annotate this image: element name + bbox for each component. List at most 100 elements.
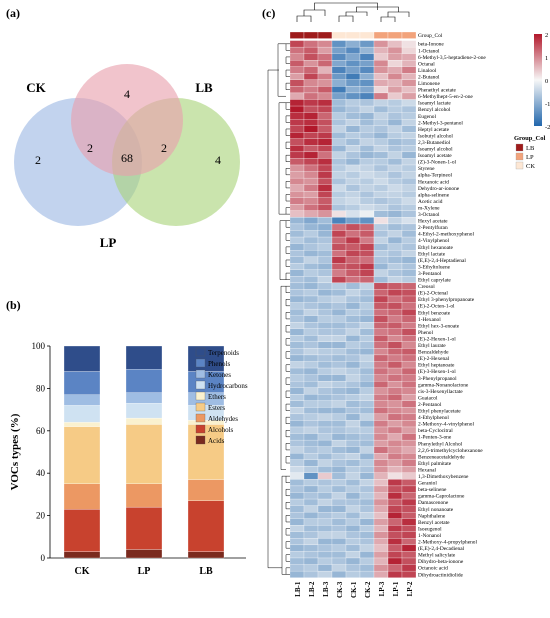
heatmap-cell xyxy=(373,119,389,126)
heatmap-cell xyxy=(303,564,319,572)
heatmap-cell xyxy=(289,557,305,565)
heatmap-cell xyxy=(303,79,319,87)
heatmap-cell xyxy=(387,453,403,460)
heatmap-cell xyxy=(401,505,417,513)
heatmap-cell xyxy=(331,420,347,428)
venn-count-all: 68 xyxy=(121,151,133,165)
heatmap-cell xyxy=(359,525,375,532)
heatmap-column-label: CK-3 xyxy=(336,581,344,598)
heatmap-cell xyxy=(317,387,333,395)
heatmap-chart: Group_Col beta-Ionone1-Octanol6-Methyl-3,… xyxy=(267,2,550,598)
heatmap-cell xyxy=(359,302,375,310)
heatmap-cell xyxy=(331,498,347,506)
heatmap-row-label: Acetic acid xyxy=(418,199,443,205)
heatmap-cell xyxy=(303,525,319,532)
heatmap-cell xyxy=(317,184,333,192)
heatmap-cell xyxy=(401,204,417,211)
heatmap-cell xyxy=(331,295,347,303)
heatmap-row-label: (E)-2-Octen-1-ol xyxy=(418,303,455,310)
heatmap-cell xyxy=(303,354,319,362)
heatmap-row-label: Linalool xyxy=(418,68,437,74)
heatmap-cell xyxy=(359,256,375,264)
heatmap-cell xyxy=(387,426,403,434)
heatmap-cell xyxy=(289,53,305,61)
heatmap-cell xyxy=(373,250,389,257)
heatmap-cell xyxy=(401,151,417,159)
heatmap-cell xyxy=(387,498,403,506)
heatmap-cell xyxy=(359,223,375,231)
heatmap-column-label: CK-1 xyxy=(350,581,358,598)
heatmap-cell xyxy=(303,315,319,323)
heatmap-cell xyxy=(317,295,333,303)
heatmap-cell xyxy=(289,191,305,198)
heatmap-cell xyxy=(387,197,403,205)
heatmap-cell xyxy=(359,466,375,473)
heatmap-cell xyxy=(373,472,389,480)
heatmap-cell xyxy=(373,164,389,172)
heatmap-cell xyxy=(317,538,333,546)
heatmap-cell xyxy=(331,132,347,139)
group-legend-swatch xyxy=(515,143,524,152)
legend-label: Ketones xyxy=(208,371,231,379)
row-dendrogram-branch xyxy=(285,430,290,438)
heatmap-cell xyxy=(345,400,361,408)
heatmap-row-label: Isoamyl acetate xyxy=(418,153,452,159)
heatmap-cell xyxy=(289,256,305,264)
heatmap-row-label: (E)-3-Hexen-1-ol xyxy=(418,368,456,375)
row-dendrogram-branch xyxy=(285,102,290,110)
heatmap-cell xyxy=(303,204,319,211)
heatmap-cell xyxy=(289,66,305,74)
heatmap-cell xyxy=(317,551,333,559)
heatmap-row-label: Isoamyl lactate xyxy=(418,101,451,107)
heatmap-column-label: LB-1 xyxy=(294,581,302,597)
heatmap-cell xyxy=(401,557,417,565)
heatmap-cell xyxy=(401,132,417,139)
heatmap-cell xyxy=(401,197,417,205)
heatmap-cell xyxy=(387,328,403,336)
row-dendrogram-branch xyxy=(285,515,290,523)
heatmap-cell xyxy=(303,269,319,277)
venn-count-lp-lb: 2 xyxy=(161,141,167,155)
heatmap-cell xyxy=(345,112,361,120)
heatmap-cell xyxy=(373,492,389,500)
heatmap-cell xyxy=(331,46,347,54)
heatmap-cell xyxy=(317,236,333,244)
heatmap-cell xyxy=(345,223,361,231)
heatmap-row-label: Damascenone xyxy=(418,500,449,506)
heatmap-cell xyxy=(303,243,319,251)
heatmap-cell xyxy=(331,223,347,231)
heatmap-cell xyxy=(387,439,403,447)
heatmap-cell xyxy=(289,538,305,546)
heatmap-cell xyxy=(289,512,305,519)
heatmap-cell xyxy=(387,557,403,565)
heatmap-cell xyxy=(373,73,389,80)
row-dendrogram-branch xyxy=(285,272,290,280)
heatmap-cell xyxy=(317,564,333,572)
heatmap-cell xyxy=(317,204,333,211)
heatmap-cell xyxy=(387,236,403,244)
heatmap-cell xyxy=(401,289,417,297)
dendrogram-branch xyxy=(338,15,354,22)
heatmap-cell xyxy=(289,282,305,290)
heatmap-cell xyxy=(387,564,403,572)
heatmap-cell xyxy=(401,295,417,303)
heatmap-row-label: 3-Pentanol xyxy=(418,271,442,277)
heatmap-cell xyxy=(373,60,389,67)
colorbar-tick-label: -2 xyxy=(545,124,550,131)
heatmap-cell xyxy=(317,531,333,539)
heatmap-row-label: 2-Pentanol xyxy=(418,402,442,408)
legend-swatch xyxy=(195,391,206,401)
heatmap-cell xyxy=(303,197,319,205)
row-dendrogram-branch xyxy=(277,43,286,97)
heatmap-cell xyxy=(373,400,389,408)
heatmap-cell xyxy=(317,230,333,238)
heatmap-cell xyxy=(387,289,403,297)
heatmap-cell xyxy=(289,544,305,552)
heatmap-cell xyxy=(359,191,375,198)
heatmap-cell xyxy=(359,99,375,107)
heatmap-cell xyxy=(387,354,403,362)
heatmap-cell xyxy=(359,132,375,139)
y-axis-title: VOCs types (%) xyxy=(9,413,21,490)
heatmap-cell xyxy=(387,53,403,61)
heatmap-cell xyxy=(401,328,417,336)
